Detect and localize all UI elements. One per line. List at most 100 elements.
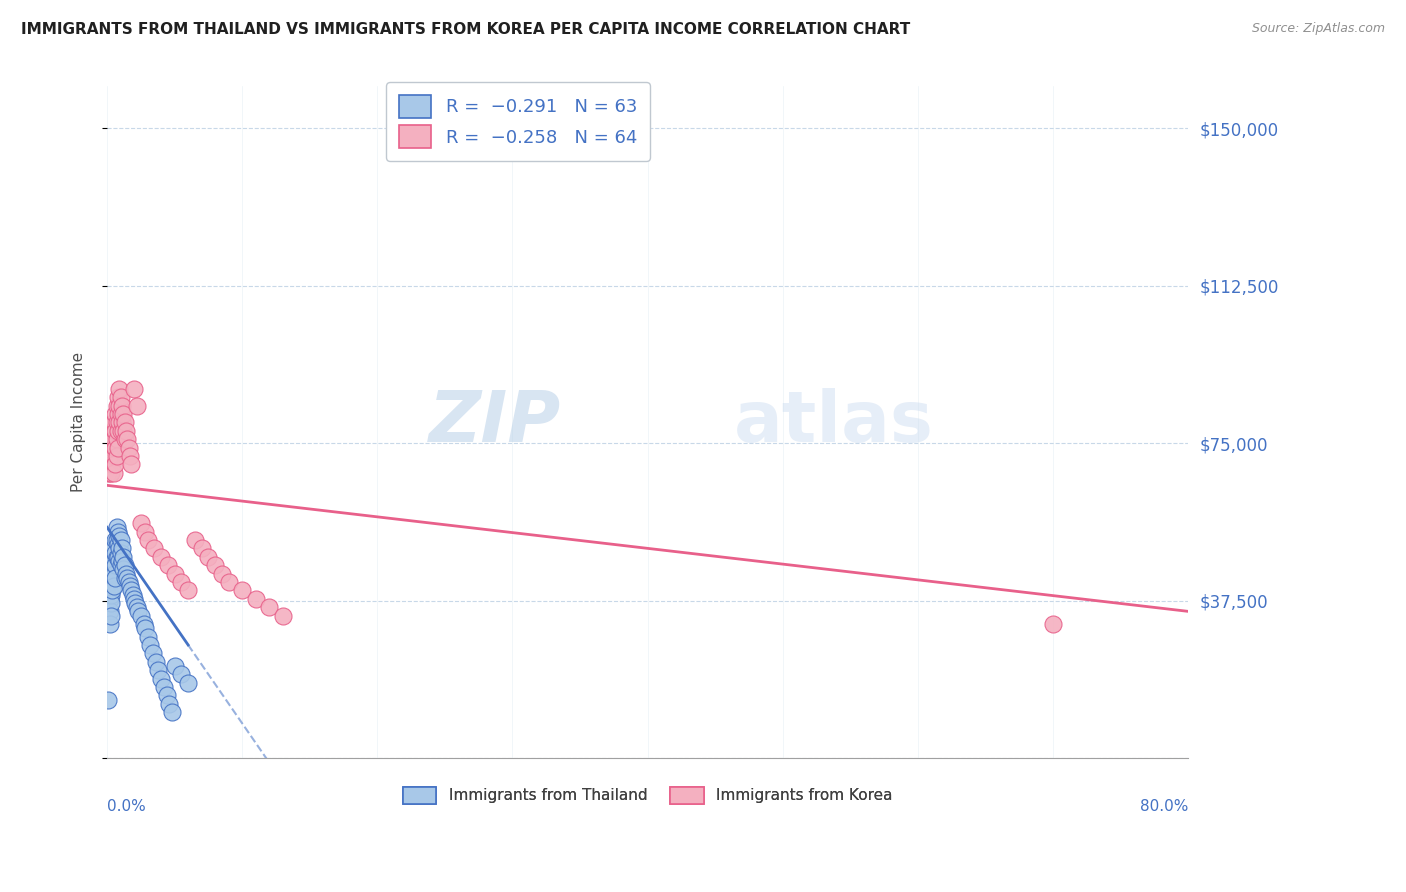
- Point: [124, 596, 146, 610]
- Point: [105, 520, 128, 534]
- Point: [145, 655, 167, 669]
- Point: [98, 449, 121, 463]
- Point: [112, 407, 135, 421]
- Point: [142, 646, 165, 660]
- Point: [101, 583, 124, 598]
- Point: [114, 571, 136, 585]
- Point: [122, 382, 145, 396]
- Point: [100, 436, 122, 450]
- Point: [101, 424, 124, 438]
- Point: [100, 608, 122, 623]
- Text: atlas: atlas: [734, 388, 934, 457]
- Point: [190, 541, 212, 556]
- Point: [104, 545, 127, 559]
- Point: [104, 571, 127, 585]
- Point: [104, 458, 127, 472]
- Point: [129, 608, 152, 623]
- Point: [170, 574, 193, 589]
- Point: [101, 571, 124, 585]
- Text: ZIP: ZIP: [429, 388, 561, 457]
- Point: [103, 466, 125, 480]
- Point: [105, 449, 128, 463]
- Point: [115, 566, 138, 581]
- Point: [101, 458, 124, 472]
- Point: [111, 415, 134, 429]
- Point: [103, 579, 125, 593]
- Point: [103, 415, 125, 429]
- Point: [114, 432, 136, 446]
- Point: [150, 672, 173, 686]
- Point: [184, 533, 207, 547]
- Point: [157, 697, 180, 711]
- Point: [114, 558, 136, 573]
- Point: [139, 638, 162, 652]
- Point: [134, 524, 156, 539]
- Point: [111, 399, 134, 413]
- Point: [105, 399, 128, 413]
- Point: [110, 533, 132, 547]
- Point: [100, 596, 122, 610]
- Point: [118, 449, 141, 463]
- Point: [108, 399, 131, 413]
- Point: [136, 630, 159, 644]
- Point: [108, 382, 131, 396]
- Point: [160, 705, 183, 719]
- Point: [104, 558, 127, 573]
- Point: [104, 424, 127, 438]
- Point: [120, 458, 142, 472]
- Point: [112, 424, 135, 438]
- Point: [107, 537, 129, 551]
- Legend: Immigrants from Thailand, Immigrants from Korea: Immigrants from Thailand, Immigrants fro…: [395, 780, 900, 811]
- Point: [104, 407, 127, 421]
- Point: [271, 608, 294, 623]
- Point: [257, 600, 280, 615]
- Point: [118, 579, 141, 593]
- Point: [98, 466, 121, 480]
- Point: [121, 588, 143, 602]
- Point: [125, 399, 148, 413]
- Point: [197, 549, 219, 564]
- Point: [125, 600, 148, 615]
- Point: [170, 667, 193, 681]
- Point: [177, 583, 200, 598]
- Point: [118, 574, 141, 589]
- Point: [107, 524, 129, 539]
- Point: [97, 692, 120, 706]
- Point: [156, 558, 179, 573]
- Point: [132, 616, 155, 631]
- Point: [204, 558, 226, 573]
- Point: [110, 545, 132, 559]
- Point: [103, 541, 125, 556]
- Point: [108, 415, 131, 429]
- Point: [104, 441, 127, 455]
- Point: [100, 466, 122, 480]
- Point: [1042, 616, 1064, 631]
- Point: [107, 549, 129, 564]
- Point: [101, 441, 124, 455]
- Point: [129, 516, 152, 530]
- Text: Source: ZipAtlas.com: Source: ZipAtlas.com: [1251, 22, 1385, 36]
- Point: [153, 680, 176, 694]
- Point: [108, 529, 131, 543]
- Point: [112, 562, 135, 576]
- Point: [103, 554, 125, 568]
- Point: [110, 390, 132, 404]
- Point: [111, 541, 134, 556]
- Point: [100, 449, 122, 463]
- Point: [245, 591, 267, 606]
- Point: [150, 549, 173, 564]
- Point: [105, 533, 128, 547]
- Point: [111, 554, 134, 568]
- Point: [103, 566, 125, 581]
- Point: [107, 407, 129, 421]
- Point: [105, 415, 128, 429]
- Point: [110, 424, 132, 438]
- Point: [148, 663, 170, 677]
- Point: [107, 424, 129, 438]
- Point: [218, 574, 240, 589]
- Point: [110, 407, 132, 421]
- Point: [115, 424, 138, 438]
- Point: [114, 415, 136, 429]
- Point: [98, 604, 121, 618]
- Point: [122, 591, 145, 606]
